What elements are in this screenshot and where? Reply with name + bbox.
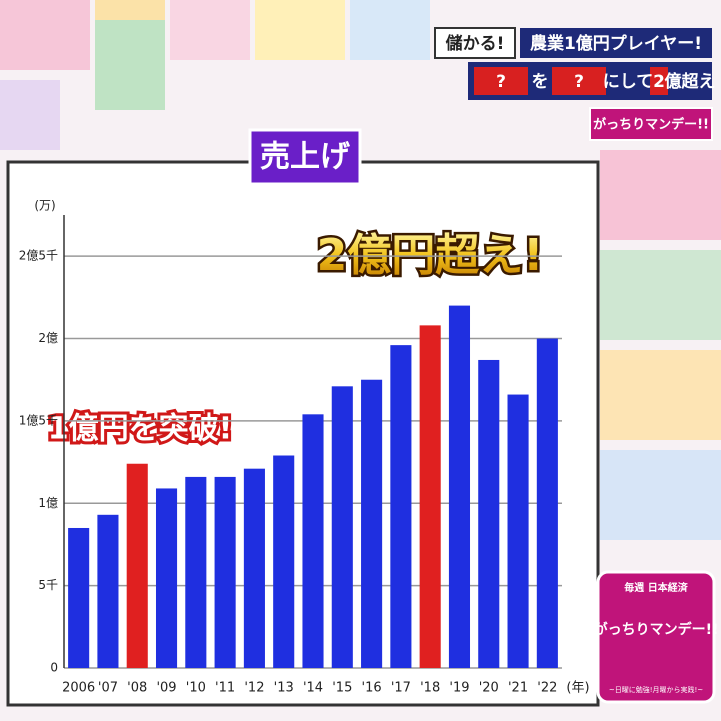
y-tick-label: 5千 [38,578,58,592]
bar [97,514,119,668]
bar [507,394,529,668]
y-tick-label: 2億5千 [19,249,58,263]
title-badge [248,128,362,186]
x-tick-label: '16 [362,681,382,696]
x-tick-label: '20 [479,681,499,696]
bar [331,386,353,668]
x-tick-label: '13 [274,681,294,696]
quiz-text: にして [603,72,654,92]
x-tick-label: '18 [420,681,440,696]
bar [478,359,500,668]
corner-logo-box [596,570,716,704]
bar [273,455,295,668]
bar [536,338,558,668]
quiz-text: 億超え [665,71,716,92]
quiz-text: ? [496,72,506,92]
bar [419,325,441,668]
header-headline: 農業1億円プレイヤー! [530,33,702,54]
x-tick-label: '07 [98,681,118,696]
x-tick-label: '11 [215,681,235,696]
corner-logo-top: 毎週 日本経済 [624,581,688,594]
annotation: 1億円を突破! [48,412,233,447]
bar [155,488,178,668]
x-tick-label: '15 [332,681,352,696]
bar [361,379,383,668]
tag-box [434,27,516,59]
y-tick-label: 1億5千 [19,413,58,427]
bar [243,468,265,668]
bar [302,414,324,668]
quiz-blank [650,67,668,95]
y-tick-label: 2億 [38,331,58,345]
header-logo: がっちりマンデー!! [593,117,709,133]
x-tick-label: '08 [127,681,147,696]
x-tick-label: '14 [303,681,323,696]
header-tag: 儲かる! [446,33,505,54]
chart-title: 売上げ [260,140,351,175]
x-tick-label: '19 [449,681,469,696]
corner-logo-slogan: ~日曜に勉強!月曜から実践!~ [609,685,703,694]
x-tick-label: '21 [508,681,528,696]
bar [185,476,207,668]
y-unit: (万) [34,199,55,213]
bar [214,476,236,668]
x-tick-label: '17 [391,681,411,696]
x-tick-label: '09 [156,681,176,696]
bar [126,463,148,668]
y-tick-label: 1億 [38,496,58,510]
x-tick-label: '22 [537,681,557,696]
y-tick-label: 0 [50,661,58,675]
quiz-text: 2 [653,72,665,92]
headline-box [520,28,712,58]
header: 儲かる! 農業1億円プレイヤー! ? を ? にして 2 億超え がっちりマンデ… [434,27,716,141]
corner-logo-name: がっちりマンデー!! [594,621,719,638]
bar [390,345,412,668]
quiz-blank [474,67,528,95]
logo-box [589,107,713,141]
x-tick-label: '12 [244,681,264,696]
x-unit: (年) [566,681,589,696]
x-tick-label: 2006 [62,681,95,696]
bar [68,527,90,668]
bar [448,305,471,668]
x-tick-label: '10 [186,681,206,696]
corner-logo: 毎週 日本経済 がっちりマンデー!! ~日曜に勉強!月曜から実践!~ [594,570,719,704]
quiz-text: ? [574,72,584,92]
quiz-blank [552,67,606,95]
quiz-text: を [532,72,549,92]
